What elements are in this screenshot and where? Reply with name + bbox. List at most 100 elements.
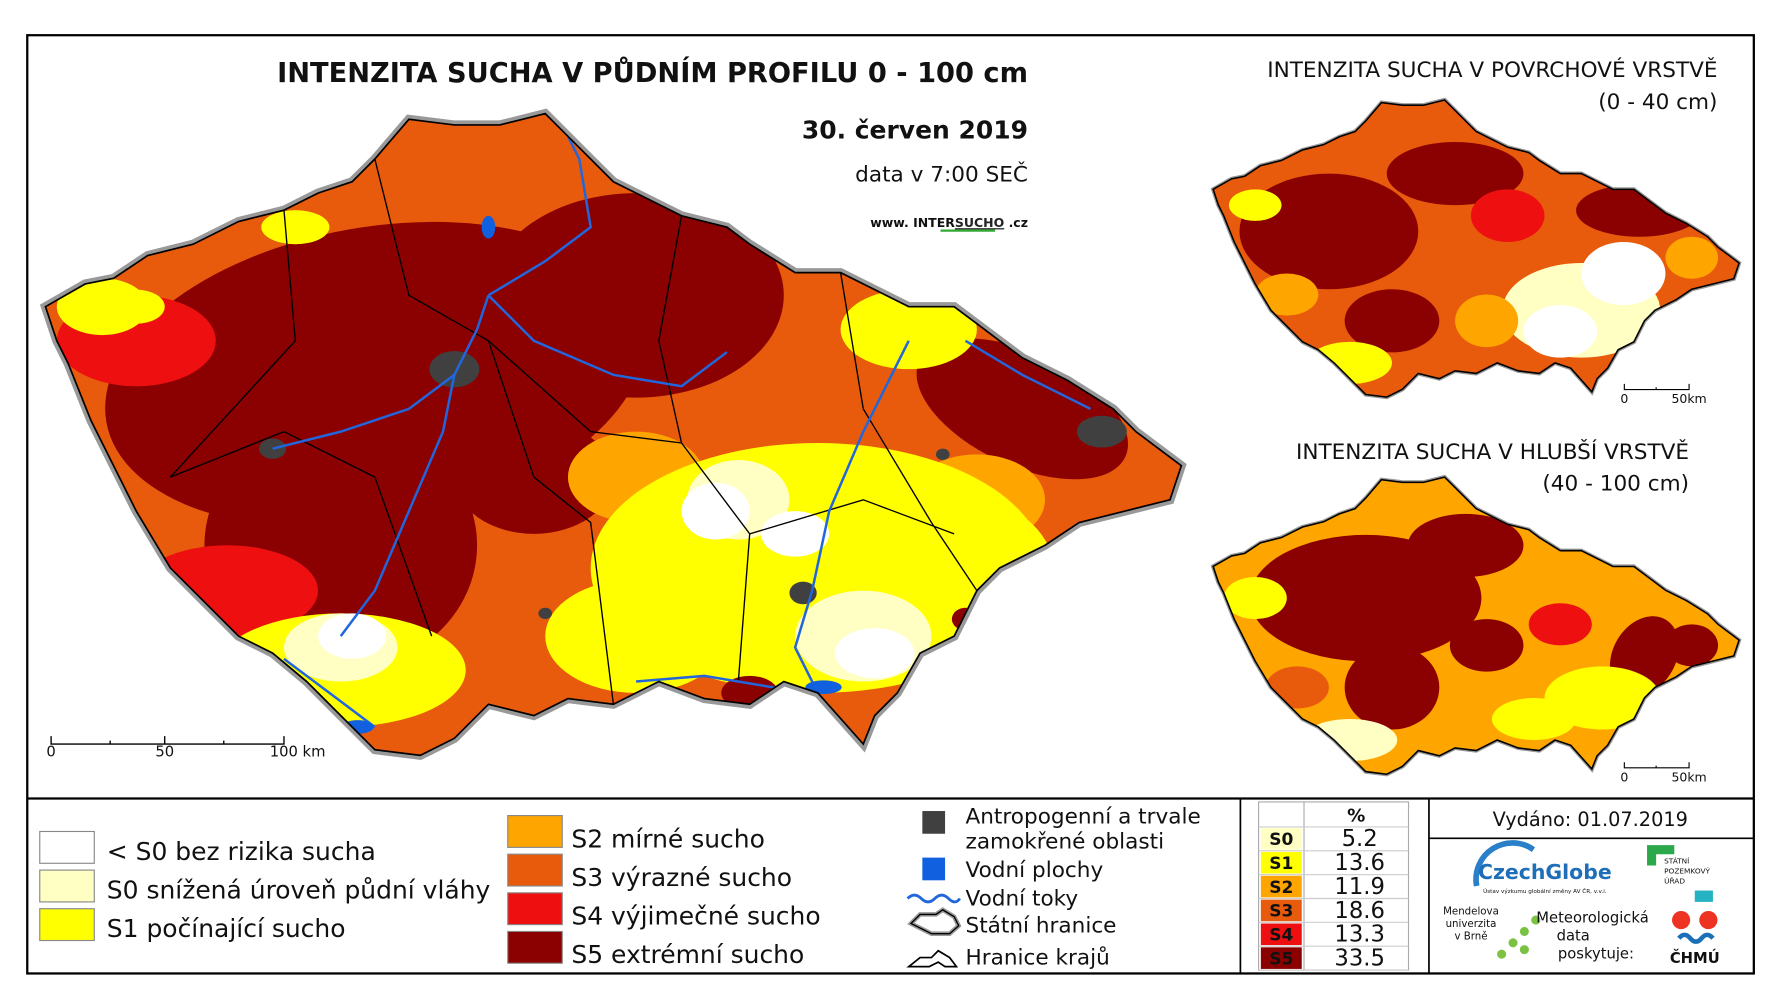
legend-swatch (39, 869, 95, 903)
water-area (481, 215, 496, 239)
chmu-mark (1699, 910, 1718, 930)
scale-label: 0 (46, 744, 55, 761)
class-cell (1260, 899, 1302, 922)
class-label: S4 (1269, 926, 1293, 946)
scale-bar (1623, 762, 1690, 769)
scale-bar (50, 736, 285, 745)
drought-area (318, 613, 387, 659)
czechglobe-sub: Ústav výzkumu globální změny AV ČR, v.v.… (1483, 888, 1607, 895)
symbol-label: Hranice krajů (966, 945, 1110, 970)
inset-subtitle: (0 - 40 cm) (1598, 90, 1717, 115)
legend-swatch (39, 830, 95, 864)
symbol-water-area (922, 857, 946, 881)
main-scale: 0 50 100 km (46, 736, 326, 761)
region-border (658, 215, 751, 682)
region-border (487, 340, 615, 705)
class-cell (1260, 923, 1302, 946)
spu-text: STÁTNÍ (1664, 856, 1689, 865)
river (339, 294, 490, 637)
meteo-text: data (1557, 928, 1590, 945)
legend-label: S2 mírné sucho (571, 824, 765, 853)
table-header: % (1347, 805, 1365, 826)
meteo-text: Meteorologická (1536, 909, 1648, 926)
symbol-label: Antropogenní a trvale (966, 805, 1201, 830)
drought-area (261, 210, 330, 245)
dot (1508, 938, 1518, 948)
class-label: S2 (1269, 878, 1293, 898)
drought-area (761, 511, 830, 557)
chmu-mark (1672, 910, 1691, 930)
class-label: S5 (1269, 949, 1293, 969)
dot (1497, 949, 1507, 959)
river (272, 373, 456, 450)
drought-area (545, 579, 727, 693)
legend-swatch (507, 930, 563, 964)
drought-area (1523, 305, 1598, 358)
symbol-region-border (906, 949, 959, 968)
scale-label: 50km (1671, 391, 1706, 406)
symbol-label: Vodní plochy (966, 858, 1104, 883)
issued-date: Vydáno: 01.07.2019 (1493, 808, 1688, 831)
class-cell (1260, 947, 1302, 969)
inset-title: INTENZITA SUCHA V HLUBŠÍ VRSTVĚ (1296, 439, 1689, 465)
drought-area (1407, 513, 1524, 578)
class-percent: 33.5 (1334, 946, 1385, 972)
map-date: 30. červen 2019 (802, 116, 1028, 145)
mendelu-text: Mendelova (1443, 906, 1499, 917)
class-cell (1260, 828, 1302, 850)
symbol-label: zamokřené oblasti (966, 830, 1165, 855)
river (964, 339, 1092, 411)
drought-area (107, 289, 165, 324)
river (487, 135, 593, 297)
legend-label: S5 extrémní sucho (571, 940, 804, 969)
river (283, 657, 376, 728)
legend-swatch (507, 892, 563, 926)
drought-area (488, 193, 784, 398)
drought-area (681, 482, 750, 540)
urban-area (429, 350, 480, 388)
website-highlight: SUCHO (955, 215, 1004, 230)
inset-scale: 0 50km (1620, 383, 1707, 406)
drought-area (1228, 189, 1282, 221)
inset-title: INTENZITA SUCHA V POVRCHOVÉ VRSTVĚ (1267, 57, 1717, 83)
region-border (169, 210, 297, 478)
legend-swatch (507, 815, 563, 848)
data-time: data v 7:00 SEČ (855, 162, 1028, 188)
meteo-text: poskytuje: (1558, 946, 1634, 963)
scale-label: 100 km (270, 744, 326, 761)
dot (1519, 945, 1529, 955)
class-percent: 5.2 (1342, 826, 1378, 852)
dot (1519, 926, 1529, 936)
water-area (805, 680, 842, 695)
scale-label: 50km (1671, 769, 1706, 784)
region-border (170, 430, 433, 637)
symbol-label: Vodní toky (966, 886, 1079, 911)
czechglobe-arc (1473, 840, 1536, 887)
scale-label: 50 (155, 744, 174, 761)
drought-area (1528, 603, 1592, 646)
frame (26, 34, 1755, 975)
chmu-text: ČHMÚ (1670, 949, 1720, 967)
drought-area (1470, 189, 1545, 242)
czechglobe-logo: CzechGlobe (1478, 860, 1612, 884)
legend-swatch (39, 908, 95, 942)
spu-text: POZEMKOVÝ (1664, 867, 1710, 876)
scale-bar (1623, 383, 1690, 391)
stats-table: % S0 5.2 S1 13.6 S2 11.9 S3 18.6 S4 13.3 S5 33.5 (1258, 801, 1410, 972)
inset-scale: 0 50km (1620, 762, 1707, 784)
river (487, 294, 728, 388)
symbol-label: Státní hranice (966, 914, 1117, 939)
logos: CzechGlobe Ústav výzkumu globální změny … (1443, 840, 1720, 967)
drought-area (1455, 294, 1519, 348)
drought-area (1491, 697, 1577, 741)
drought-area (1223, 577, 1287, 620)
symbol-river (906, 893, 962, 904)
drought-area (1239, 173, 1419, 290)
class-percent: 18.6 (1334, 898, 1385, 924)
mendelu-text: v Brně (1454, 930, 1487, 942)
website: www. INTERSUCHO .cz (870, 215, 1028, 230)
drought-area (1344, 289, 1440, 353)
urban-area (1076, 415, 1127, 448)
spu-logo (1647, 845, 1675, 866)
